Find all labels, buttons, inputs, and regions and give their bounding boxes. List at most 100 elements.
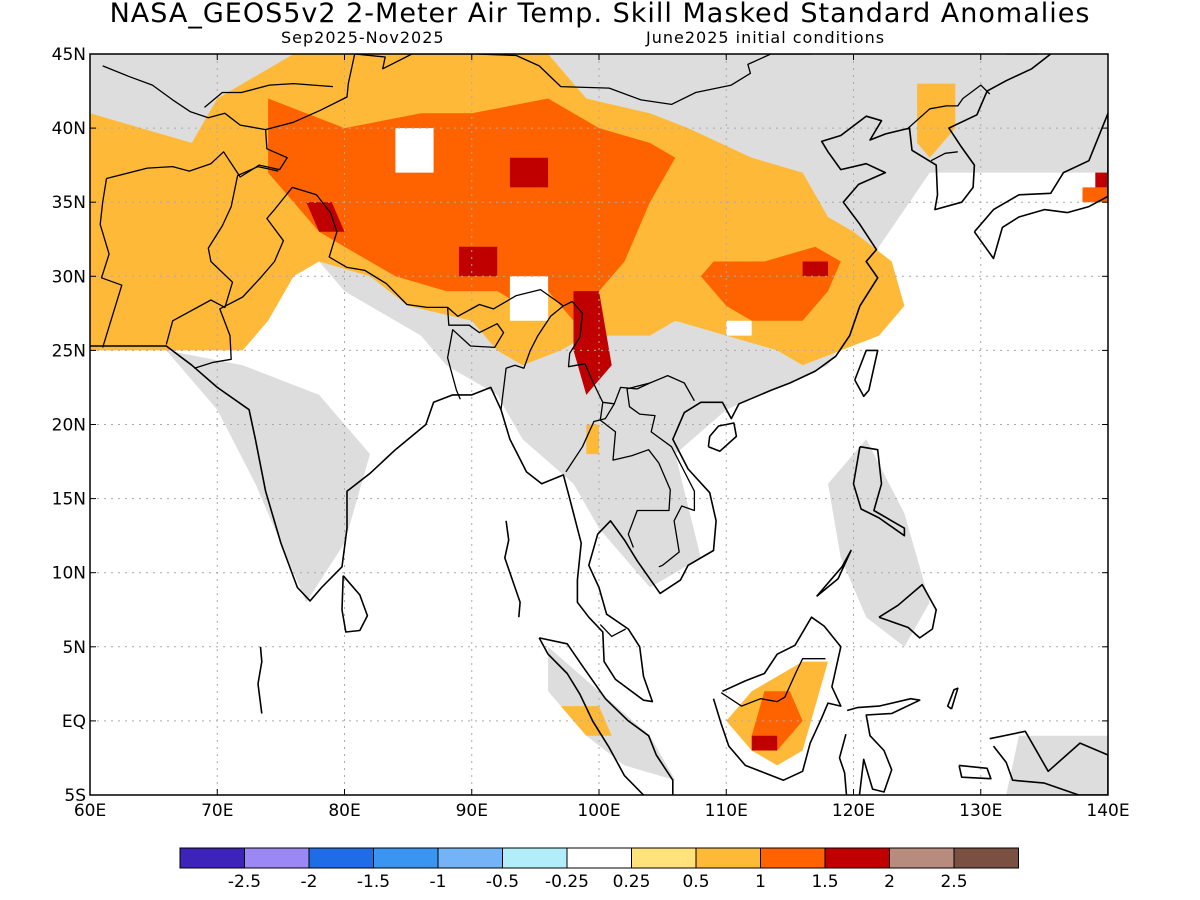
- colorbar-label: 0.5: [682, 872, 709, 892]
- forecast-period: Sep2025-Nov2025: [281, 28, 445, 47]
- lat-label: EQ: [62, 712, 86, 732]
- unmasked-hole: [395, 128, 434, 173]
- colorbar-label: -0.5: [486, 872, 519, 892]
- colorbar-label: -2: [301, 872, 318, 892]
- national-border: [500, 305, 564, 410]
- coastline: [973, 112, 1108, 260]
- lon-label: 60E: [74, 801, 106, 821]
- colorbar-label: 1.5: [811, 872, 838, 892]
- colorbar-swatch: [760, 847, 826, 869]
- lat-label: 45N: [52, 45, 86, 65]
- coastline: [852, 445, 906, 537]
- colorbar-label: 1: [755, 872, 766, 892]
- national-border: [99, 178, 123, 348]
- masked-region: [548, 646, 676, 781]
- lat-label: 30N: [52, 267, 86, 287]
- coastline: [989, 730, 1108, 795]
- anomaly-1.5: [1095, 172, 1108, 188]
- colorbar-label: 2.5: [940, 872, 967, 892]
- colorbar-swatch: [308, 847, 374, 869]
- colorbar-swatch: [437, 847, 503, 869]
- colorbar-swatch: [179, 847, 245, 869]
- lat-label: 15N: [52, 490, 86, 510]
- coastline: [854, 349, 879, 398]
- colorbar-swatch: [502, 847, 568, 869]
- national-border: [204, 82, 334, 108]
- national-border: [446, 307, 505, 400]
- colorbar-label: 2: [884, 872, 895, 892]
- coastline: [712, 616, 842, 782]
- masked-region: [166, 350, 370, 603]
- lon-label: 100E: [577, 801, 620, 821]
- colorbar-swatch: [695, 847, 761, 869]
- anomaly-1.5: [573, 291, 612, 395]
- unmasked-hole: [509, 276, 549, 321]
- national-border: [599, 624, 627, 638]
- colorbar-label: -0.25: [545, 872, 589, 892]
- colorbar-label: -1.5: [357, 872, 390, 892]
- lon-label: 80E: [328, 801, 360, 821]
- lat-label: 40N: [52, 119, 86, 139]
- colorbar-swatch: [889, 847, 955, 869]
- lon-label: 130E: [959, 801, 1002, 821]
- lon-label: 70E: [201, 801, 233, 821]
- national-border: [194, 186, 317, 369]
- national-border: [102, 65, 288, 180]
- lat-label: 25N: [52, 341, 86, 361]
- lat-label: 20N: [52, 416, 86, 436]
- coastlines: [90, 54, 1108, 795]
- anomaly-1.5: [459, 246, 498, 277]
- colorbar-label: -1: [430, 872, 447, 892]
- national-border: [626, 382, 696, 568]
- colorbar-label: -2.5: [228, 872, 261, 892]
- national-border: [930, 151, 958, 162]
- anomaly-1.5: [802, 261, 828, 277]
- anomaly-0.5: [917, 83, 956, 158]
- colorbar-labels: -2.5 -2 -1.5 -1 -0.5 -0.25 0.25 0.5 1 1.5 2 2.5: [228, 872, 968, 892]
- national-border: [442, 54, 812, 106]
- anomaly-1: [1082, 187, 1108, 203]
- coastline: [838, 697, 921, 795]
- national-border: [907, 84, 991, 129]
- national-border: [354, 54, 443, 70]
- national-border: [720, 658, 826, 707]
- coastline: [538, 637, 674, 795]
- lon-label: 110E: [705, 801, 748, 821]
- colorbar-label: 0.25: [613, 872, 651, 892]
- colorbar-swatch: [824, 847, 890, 869]
- coastline: [90, 54, 1052, 703]
- graticule: [90, 54, 1108, 795]
- unmasked-hole: [726, 320, 752, 336]
- lat-label: 10N: [52, 564, 86, 584]
- coastline: [257, 646, 263, 714]
- colorbar-swatch: [566, 847, 632, 869]
- national-border: [565, 403, 615, 473]
- colorbar-swatch: [631, 847, 697, 869]
- national-border: [165, 165, 279, 345]
- anomaly-1.5: [751, 735, 778, 751]
- colorbar-swatch: [373, 847, 439, 869]
- anomaly-0.5: [586, 424, 599, 455]
- latitude-labels: 45N 40N 35N 30N 25N 20N 15N 10N 5N EQ 5S: [52, 45, 86, 806]
- masked-region: [828, 439, 930, 647]
- lat-label: 5N: [62, 638, 86, 658]
- map-title: NASA_GEOS5v2 2-Meter Air Temp. Skill Mas…: [109, 0, 1091, 29]
- coastline: [503, 520, 521, 618]
- colorbar-swatch: [244, 847, 310, 869]
- coastline: [707, 422, 738, 453]
- lon-label: 120E: [832, 801, 875, 821]
- lon-label: 140E: [1086, 801, 1129, 821]
- coastline: [341, 575, 369, 633]
- masked-region: [1006, 735, 1108, 795]
- coastline: [815, 549, 852, 598]
- national-border: [599, 402, 671, 548]
- coastline: [878, 583, 938, 639]
- anomaly-1.5: [509, 157, 549, 188]
- coastline: [958, 764, 992, 780]
- colorbar: [179, 847, 1019, 869]
- coastline: [946, 687, 959, 710]
- initial-conditions: June2025 initial conditions: [646, 28, 886, 47]
- national-border: [265, 54, 356, 131]
- axis-ticks: [89, 53, 1109, 796]
